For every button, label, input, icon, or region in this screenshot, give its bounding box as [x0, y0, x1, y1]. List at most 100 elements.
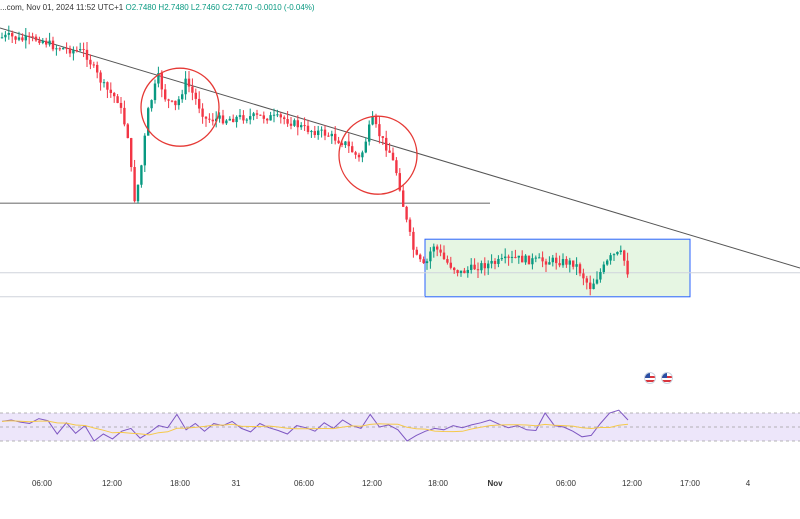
- candle-body: [225, 120, 228, 124]
- candle-body: [293, 120, 296, 126]
- candle-body: [575, 264, 578, 267]
- candle-body: [160, 73, 163, 90]
- candle-body: [184, 78, 187, 95]
- candle-body: [130, 138, 133, 168]
- candle-body: [75, 50, 78, 52]
- candle-body: [245, 119, 248, 121]
- candle-body: [17, 37, 21, 40]
- candle-body: [606, 260, 609, 265]
- candle-body: [259, 114, 262, 116]
- candle-body: [51, 40, 55, 50]
- candle-body: [412, 231, 415, 250]
- candle-body: [561, 259, 565, 266]
- candle-body: [106, 82, 109, 90]
- candle-body: [436, 246, 439, 250]
- candle-body: [585, 278, 588, 283]
- legend-high: H2.7480: [158, 3, 189, 12]
- x-tick-label: 18:00: [427, 479, 449, 488]
- candle-body: [422, 259, 425, 264]
- candle-body: [483, 263, 486, 269]
- candle-body: [157, 73, 160, 84]
- candle-body: [521, 255, 524, 263]
- candle-body: [344, 141, 347, 146]
- candle-body: [364, 141, 367, 153]
- candle-body: [181, 94, 184, 100]
- candle-body: [252, 113, 255, 117]
- x-tick-label: 12:00: [101, 479, 123, 488]
- candle-body: [466, 269, 469, 274]
- candle-body: [572, 260, 575, 267]
- trendline: [0, 27, 800, 269]
- candle-body: [527, 255, 531, 265]
- candle-body: [317, 130, 320, 136]
- candle-body: [419, 254, 422, 260]
- candle-body: [99, 72, 102, 83]
- candle-body: [582, 273, 585, 279]
- candle-body: [544, 261, 548, 265]
- candle-body: [623, 250, 626, 261]
- candle-body: [34, 36, 38, 41]
- candle-body: [289, 123, 293, 126]
- candle-body: [385, 137, 388, 151]
- x-tick-label: 06:00: [31, 479, 53, 488]
- candle-body: [170, 100, 174, 102]
- candle-body: [378, 124, 381, 137]
- candle-body: [68, 48, 72, 54]
- candle-body: [476, 269, 480, 271]
- candle-body: [300, 125, 303, 128]
- rsi-ma-line: [1, 420, 629, 436]
- candle-body: [238, 115, 242, 117]
- consolidation-box: [424, 238, 691, 298]
- legend-change: -0.0010 (-0.04%): [254, 3, 315, 12]
- candle-body: [531, 258, 534, 265]
- candle-body: [211, 119, 214, 122]
- candle-body: [72, 50, 75, 54]
- candle-body: [330, 133, 333, 137]
- candle-body: [272, 114, 276, 116]
- candle-body: [306, 125, 310, 132]
- candle-body: [201, 108, 204, 117]
- candle-body: [296, 120, 299, 128]
- candle-body: [11, 33, 14, 37]
- candle-body: [79, 49, 82, 51]
- candle-body: [340, 143, 344, 146]
- candle-body: [41, 40, 44, 43]
- candle-body: [58, 48, 61, 50]
- candle-body: [31, 36, 34, 38]
- x-tick-label: Nov: [487, 479, 503, 488]
- x-tick-label: 31: [231, 479, 241, 488]
- candle-body: [442, 252, 446, 260]
- candle-body: [242, 115, 245, 121]
- candle-body: [283, 117, 286, 120]
- candle-body: [303, 125, 306, 127]
- candle-body: [361, 152, 364, 158]
- candle-body: [456, 270, 459, 274]
- candle-body: [429, 251, 432, 262]
- candle-body: [371, 116, 374, 125]
- candle-body: [266, 118, 269, 121]
- candle-body: [147, 108, 150, 136]
- candle-body: [354, 152, 357, 155]
- flag-us-icon[interactable]: [661, 372, 673, 384]
- candle-body: [507, 256, 510, 258]
- candle-body: [391, 152, 395, 161]
- candle-body: [279, 114, 282, 118]
- candle-body: [313, 131, 316, 136]
- candle-body: [249, 116, 252, 120]
- flag-us-icon[interactable]: [644, 372, 656, 384]
- x-tick-label: 17:00: [679, 479, 701, 488]
- candle-body: [538, 257, 541, 259]
- candle-body: [548, 262, 551, 265]
- candle-body: [595, 279, 599, 284]
- candle-body: [45, 40, 48, 45]
- candle-body: [153, 83, 157, 101]
- candle-body: [592, 283, 595, 290]
- candle-body: [599, 271, 602, 280]
- candle-body: [578, 264, 582, 274]
- candle-body: [589, 282, 592, 290]
- candle-body: [164, 89, 167, 100]
- candle-body: [136, 184, 140, 202]
- candle-body: [174, 100, 177, 106]
- candle-body: [21, 37, 24, 41]
